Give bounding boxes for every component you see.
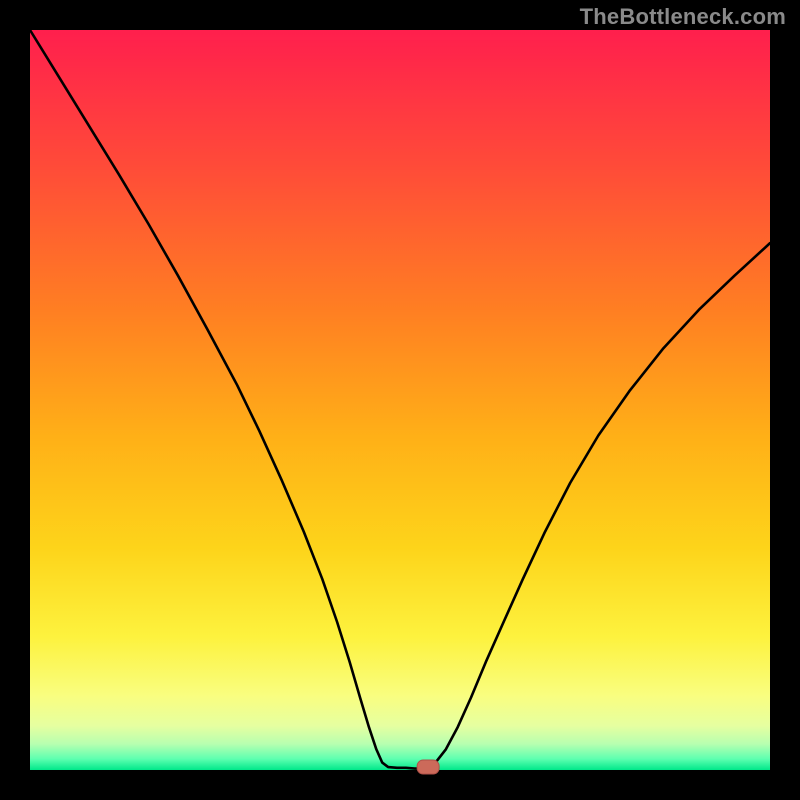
chart-frame: TheBottleneck.com [0,0,800,800]
plot-area [30,30,770,770]
watermark-label: TheBottleneck.com [580,4,786,30]
bottleneck-chart [0,0,800,800]
minimum-marker [417,760,439,774]
